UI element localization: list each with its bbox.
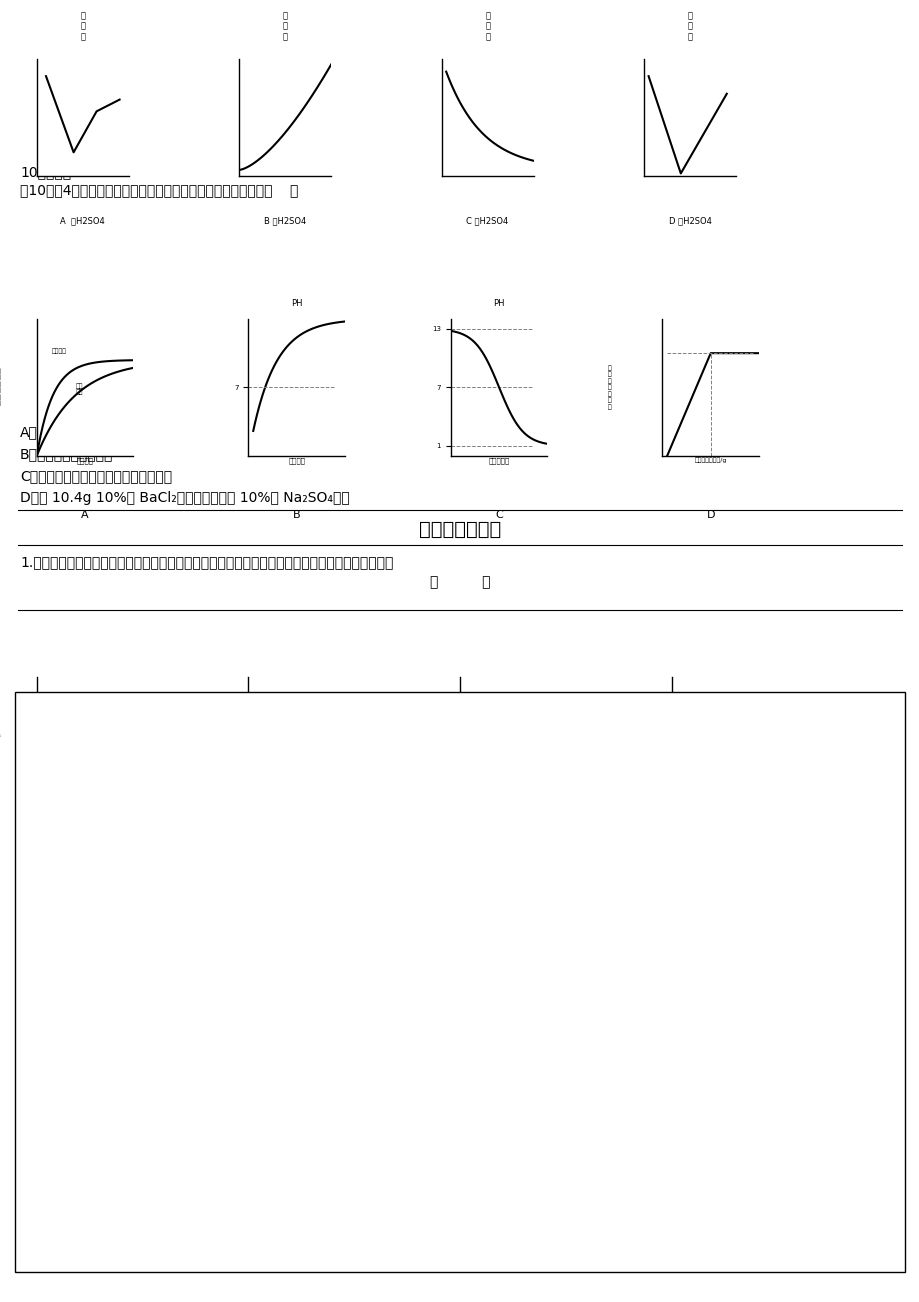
Text: D: D xyxy=(706,510,714,521)
Text: 课内练习与训练: 课内练习与训练 xyxy=(418,519,501,539)
Text: A: A xyxy=(81,510,89,521)
Text: 3．下列图像中有关量的变化趋势与对应叙述关系正确的是                （          ）: 3．下列图像中有关量的变化趋势与对应叙述关系正确的是 （ ） xyxy=(20,993,369,1006)
Text: C．一定量的硫酸铜溶液中加入铁片: C．一定量的硫酸铜溶液中加入铁片 xyxy=(20,939,155,953)
Text: C 加H2SO4: C 加H2SO4 xyxy=(466,216,508,225)
Text: PH: PH xyxy=(493,299,505,309)
Text: 锌粉: 锌粉 xyxy=(289,934,297,939)
X-axis label: 硫酸的质量: 硫酸的质量 xyxy=(488,457,509,464)
X-axis label: 反应时间: 反应时间 xyxy=(76,457,94,464)
X-axis label: 时间: 时间 xyxy=(78,1030,87,1036)
Text: （          ）: （ ） xyxy=(429,575,490,589)
Text: 生
成
沉
淀
的
质
量: 生 成 沉 淀 的 质 量 xyxy=(607,365,610,410)
Text: A、加热氯酸钾制取氧气: A、加热氯酸钾制取氧气 xyxy=(20,424,113,439)
Text: PH: PH xyxy=(290,299,302,309)
Text: C: C xyxy=(502,1078,509,1088)
Text: D 加H2SO4: D 加H2SO4 xyxy=(668,216,710,225)
Text: D: D xyxy=(712,837,721,848)
X-axis label: 时间: 时间 xyxy=(712,789,721,796)
Text: 导
电
性: 导 电 性 xyxy=(686,12,692,42)
Text: 溶
液
质
量: 溶 液 质 量 xyxy=(421,961,425,986)
Text: 生
成
气
体
体
积
量: 生 成 气 体 体 积 量 xyxy=(196,710,199,755)
Text: B、向硫酸溶液不断加水: B、向硫酸溶液不断加水 xyxy=(20,447,113,461)
Text: A．加热一定质量的高锰酸钾固体: A．加热一定质量的高锰酸钾固体 xyxy=(20,894,147,909)
Text: 有催化剂: 有催化剂 xyxy=(51,349,66,354)
Text: 无锡龙文教学管理部: 无锡龙文教学管理部 xyxy=(608,1256,690,1272)
Text: 生
成
氢
气
质
量: 生 成 氢 气 质 量 xyxy=(196,954,199,992)
Text: 无催
化剂: 无催 化剂 xyxy=(75,383,83,396)
Text: B: B xyxy=(290,837,298,848)
X-axis label: 时间: 时间 xyxy=(501,1030,510,1036)
Text: C: C xyxy=(502,837,509,848)
Text: 导
电
性: 导 电 性 xyxy=(282,12,288,42)
X-axis label: 加水体积: 加水体积 xyxy=(288,457,305,464)
X-axis label: 时间: 时间 xyxy=(501,789,510,796)
Text: B．相同质量的铝片和锌粉分别放入到足量的稀硫酸中: B．相同质量的铝片和锌粉分别放入到足量的稀硫酸中 xyxy=(20,917,222,931)
Text: 1.向过量的稀硫酸中加入一定质量的镁条后，绘制了如下表示其变化过程的坐标曲线图，不正确的是: 1.向过量的稀硫酸中加入一定质量的镁条后，绘制了如下表示其变化过程的坐标曲线图，… xyxy=(20,555,393,569)
X-axis label: 时间: 时间 xyxy=(78,789,87,796)
Text: 导
电
性: 导 电 性 xyxy=(484,12,490,42)
Text: D、向 10.4g 10%的 BaCl₂溶液中逐滴加入 10%的 Na₂SO₄溶液: D、向 10.4g 10%的 BaCl₂溶液中逐滴加入 10%的 Na₂SO₄溶… xyxy=(20,491,349,505)
X-axis label: 时间: 时间 xyxy=(712,1030,721,1036)
Text: 镁
条
质
量: 镁 条 质 量 xyxy=(628,720,631,745)
X-axis label: 硫酸钠溶液质量/g: 硫酸钠溶液质量/g xyxy=(694,457,726,462)
Text: B 加H2SO4: B 加H2SO4 xyxy=(264,216,306,225)
Text: 质
量
分
数: 质 量 分 数 xyxy=(618,961,622,986)
Text: B: B xyxy=(290,1078,298,1088)
Text: 稀H₂SO₄
的质量
分数: 稀H₂SO₄ 的质量 分数 xyxy=(389,723,411,742)
Text: A: A xyxy=(79,837,86,848)
Text: 铝粉: 铝粉 xyxy=(314,963,322,969)
Text: 4: 4 xyxy=(455,1256,464,1272)
Text: 2．下列四个图像分别表示四个兴趣小组活动中的数据及处理情况，其中正确的是（      ）: 2．下列四个图像分别表示四个兴趣小组活动中的数据及处理情况，其中正确的是（ ） xyxy=(20,700,365,713)
Text: D: D xyxy=(712,1078,721,1088)
Text: 生
成
MgSO₄
的质量: 生 成 MgSO₄ 的质量 xyxy=(0,720,1,745)
Text: 10、综合题: 10、综合题 xyxy=(20,165,71,178)
Text: C、在氢氧化钠溶液中不断滴入硫酸溶液: C、在氢氧化钠溶液中不断滴入硫酸溶液 xyxy=(20,469,172,483)
X-axis label: 时间: 时间 xyxy=(289,789,299,796)
X-axis label: 时间: 时间 xyxy=(289,1030,299,1036)
Text: D．一定量的石灰石加入到足量的稀盐酸中（不考虑水、氯化氢的挥发）: D．一定量的石灰石加入到足量的稀盐酸中（不考虑水、氯化氢的挥发） xyxy=(20,961,290,975)
Text: 例10下列4个图像分别表示对应的四种操作过程，其中正确的是（    ）: 例10下列4个图像分别表示对应的四种操作过程，其中正确的是（ ） xyxy=(20,184,298,197)
Text: 导
电
性: 导 电 性 xyxy=(80,12,85,42)
Text: C: C xyxy=(494,510,503,521)
Text: A: A xyxy=(79,1078,86,1088)
Text: A  加H2SO4: A 加H2SO4 xyxy=(61,216,105,225)
Text: B: B xyxy=(292,510,301,521)
Text: 溶
液
中
氯
元
素: 溶 液 中 氯 元 素 xyxy=(618,876,622,915)
